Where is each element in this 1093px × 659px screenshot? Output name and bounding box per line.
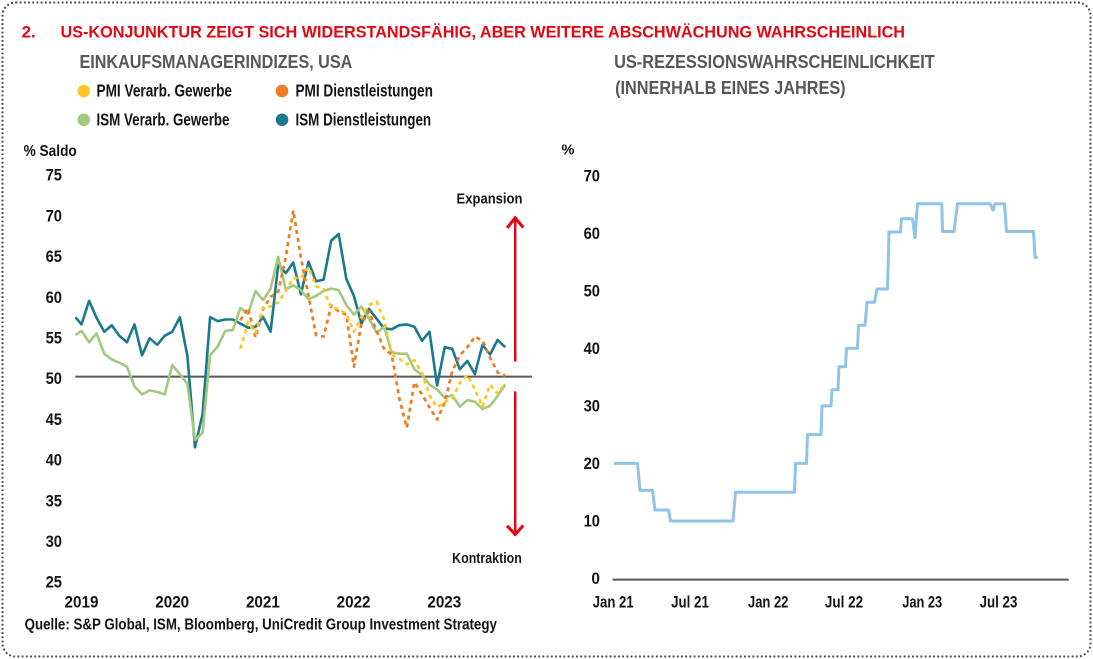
svg-text:65: 65 bbox=[46, 247, 62, 266]
svg-text:2021: 2021 bbox=[246, 593, 280, 612]
svg-text:2022: 2022 bbox=[337, 593, 371, 612]
svg-text:25: 25 bbox=[46, 573, 62, 592]
svg-text:50: 50 bbox=[46, 369, 62, 388]
svg-text:2.: 2. bbox=[22, 23, 36, 42]
svg-text:Expansion: Expansion bbox=[457, 191, 523, 208]
svg-text:Jul 21: Jul 21 bbox=[671, 593, 709, 612]
svg-text:Kontraktion: Kontraktion bbox=[452, 550, 522, 567]
svg-text:Quelle: S&P Global, ISM, Bloom: Quelle: S&P Global, ISM, Bloomberg, UniC… bbox=[25, 617, 498, 634]
svg-text:70: 70 bbox=[46, 206, 62, 225]
svg-text:30: 30 bbox=[584, 397, 600, 416]
svg-text:Jan 21: Jan 21 bbox=[593, 593, 634, 612]
svg-text:70: 70 bbox=[584, 166, 600, 185]
svg-text:60: 60 bbox=[46, 288, 62, 307]
svg-text:Jan 22: Jan 22 bbox=[748, 593, 788, 612]
svg-text:2019: 2019 bbox=[65, 593, 99, 612]
svg-text:50: 50 bbox=[584, 281, 600, 300]
svg-text:EINKAUFSMANAGERINDIZES, USA: EINKAUFSMANAGERINDIZES, USA bbox=[80, 51, 353, 72]
svg-text:75: 75 bbox=[46, 166, 62, 185]
svg-text:30: 30 bbox=[46, 532, 62, 551]
svg-text:40: 40 bbox=[584, 339, 600, 358]
svg-text:40: 40 bbox=[46, 451, 62, 470]
svg-text:45: 45 bbox=[46, 410, 62, 429]
svg-text:2020: 2020 bbox=[155, 593, 189, 612]
svg-text:% Saldo: % Saldo bbox=[24, 143, 77, 160]
svg-text:(INNERHALB EINES JAHRES): (INNERHALB EINES JAHRES) bbox=[615, 77, 846, 98]
svg-text:%: % bbox=[562, 143, 575, 159]
svg-text:2023: 2023 bbox=[427, 593, 461, 612]
svg-text:ISM Dienstleistungen: ISM Dienstleistungen bbox=[296, 109, 432, 129]
svg-text:US-KONJUNKTUR ZEIGT SICH WIDER: US-KONJUNKTUR ZEIGT SICH WIDERSTANDSFÄHI… bbox=[61, 23, 906, 42]
svg-text:Jul 22: Jul 22 bbox=[825, 593, 863, 612]
svg-text:US-REZESSIONSWAHRSCHEINLICHKEI: US-REZESSIONSWAHRSCHEINLICHKEIT bbox=[614, 51, 935, 72]
svg-text:35: 35 bbox=[46, 491, 62, 510]
svg-text:60: 60 bbox=[584, 224, 600, 243]
svg-text:Jul 23: Jul 23 bbox=[980, 593, 1018, 612]
svg-text:PMI Dienstleistungen: PMI Dienstleistungen bbox=[296, 81, 433, 101]
svg-text:10: 10 bbox=[584, 512, 600, 531]
svg-text:Jan 23: Jan 23 bbox=[902, 593, 942, 612]
svg-text:20: 20 bbox=[584, 454, 600, 473]
svg-text:PMI Verarb. Gewerbe: PMI Verarb. Gewerbe bbox=[97, 81, 233, 101]
svg-text:0: 0 bbox=[591, 569, 600, 588]
svg-text:55: 55 bbox=[46, 329, 62, 348]
svg-text:ISM Verarb. Gewerbe: ISM Verarb. Gewerbe bbox=[97, 109, 230, 129]
